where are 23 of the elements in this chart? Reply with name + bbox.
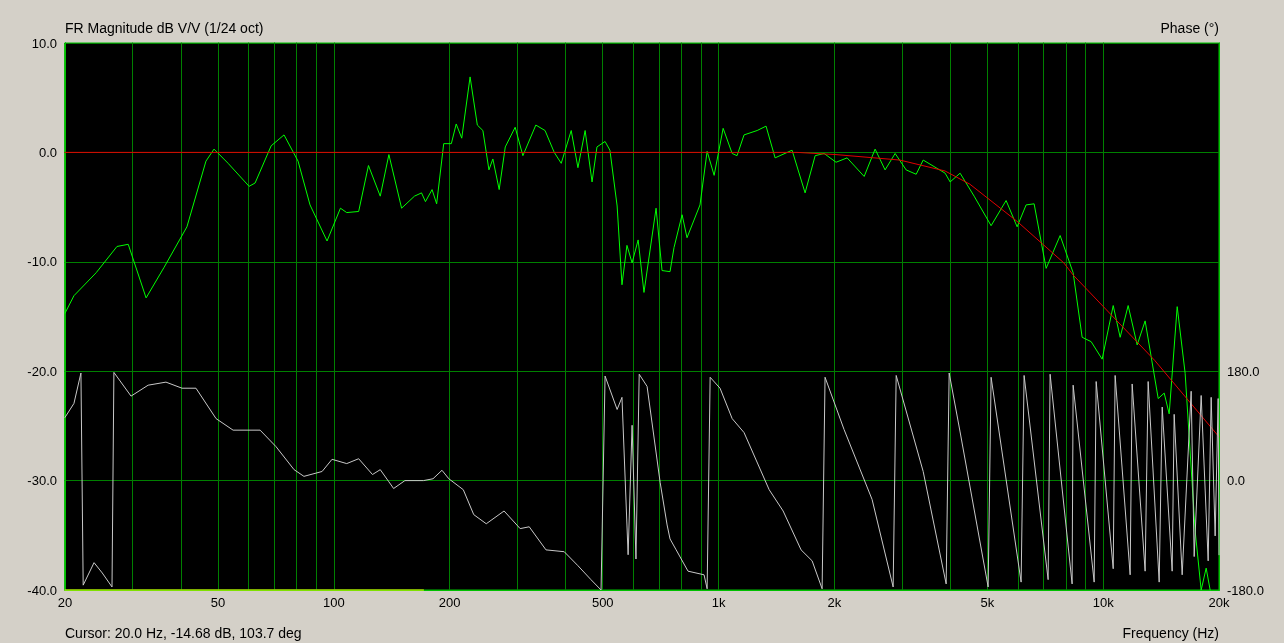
text: Cursor: 20.0 Hz, -14.68 dB, 103.7 deg [65,625,302,641]
chart-title: FR Magnitude dB V/V (1/24 oct) [65,20,264,36]
x-tick-label: 50 [210,595,226,610]
x-tick-label: 200 [438,595,461,610]
x-tick-label: 20 [57,595,73,610]
y-tick-label: -20.0 [27,363,57,379]
y2-tick-label: 180.0 [1227,363,1260,379]
x-tick-label: 2k [827,595,842,610]
x-tick-label: 20k [1208,595,1230,610]
x-tick-label: 1k [711,595,726,610]
y2-tick-label: -180.0 [1227,582,1264,598]
y-tick-label: -10.0 [27,254,57,270]
y-tick-label: -40.0 [27,582,57,598]
x-axis-title: Frequency (Hz) [1122,625,1219,641]
y2-axis-title: Phase (°) [1160,20,1220,36]
y2-tick-label: 0.0 [1227,473,1246,489]
x-tick-label: 500 [591,595,614,610]
x-tick-label: 5k [980,595,995,610]
x-tick-label: 100 [323,595,345,610]
y-tick-label: -30.0 [27,473,57,489]
y-tick-label: 0.0 [38,144,57,160]
y-tick-label: 10.0 [31,35,57,51]
x-tick-label: 10k [1092,595,1115,610]
